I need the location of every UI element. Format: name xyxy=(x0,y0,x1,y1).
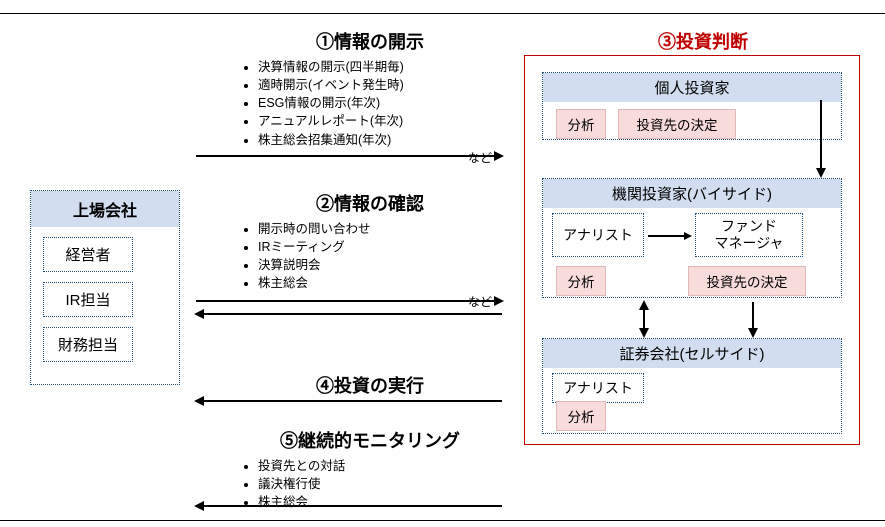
bullet: 株主総会招集通知(年次) xyxy=(258,131,510,149)
section-2: ②情報の確認開示時の問い合わせIRミーティング決算説明会株主総会など xyxy=(230,190,510,310)
right-title-text: 投資判断 xyxy=(676,32,748,52)
bullet: 議決権行使 xyxy=(258,475,510,493)
role-box: ファンド マネージャ xyxy=(695,213,803,257)
company-items: 経営者 IR担当 財務担当 xyxy=(31,227,179,384)
section-title: ①情報の開示 xyxy=(230,28,510,54)
group-title: 個人投資家 xyxy=(543,73,841,102)
bottom-rule xyxy=(0,520,885,521)
right-title-num: ③ xyxy=(658,32,676,52)
bullet: 株主総会 xyxy=(258,493,510,511)
flow-arrow xyxy=(196,505,502,507)
bullet: 決算説明会 xyxy=(258,256,510,274)
action-tag: 分析 xyxy=(556,266,606,296)
action-tag: 投資先の決定 xyxy=(688,266,806,296)
bullet: 開示時の問い合わせ xyxy=(258,220,510,238)
section-1: ①情報の開示決算情報の開示(四半期毎)適時開示(イベント発生時)ESG情報の開示… xyxy=(230,28,510,166)
bullet: 投資先との対話 xyxy=(258,457,510,475)
section-4: ⑤継続的モニタリング投資先との対話議決権行使株主総会 xyxy=(230,427,510,511)
section-bullets: 投資先との対話議決権行使株主総会 xyxy=(230,457,510,511)
bullet: 株主総会 xyxy=(258,274,510,292)
bullet: 決算情報の開示(四半期毎) xyxy=(258,58,510,76)
vertical-arrow xyxy=(752,302,754,336)
action-tag: 分析 xyxy=(556,401,606,431)
flow-arrow xyxy=(196,313,502,315)
section-title: ④投資の実行 xyxy=(230,372,510,398)
inner-arrow xyxy=(648,235,690,237)
section-bullets: 開示時の問い合わせIRミーティング決算説明会株主総会 xyxy=(230,220,510,293)
diagram-canvas: 上場会社 経営者 IR担当 財務担当 ③投資判断 ①情報の開示決算情報の開示(四… xyxy=(0,0,885,527)
section-bullets: 決算情報の開示(四半期毎)適時開示(イベント発生時)ESG情報の開示(年次)アニ… xyxy=(230,58,510,149)
company-title: 上場会社 xyxy=(31,191,179,227)
role-box: アナリスト xyxy=(552,213,644,257)
flow-arrow xyxy=(196,155,502,157)
role-box: アナリスト xyxy=(552,373,644,403)
vertical-arrow xyxy=(820,100,822,176)
etc-label: など xyxy=(230,149,510,166)
bullet: 適時開示(イベント発生時) xyxy=(258,76,510,94)
vertical-arrow xyxy=(643,302,645,336)
action-tag: 分析 xyxy=(556,109,606,139)
bullet: IRミーティング xyxy=(258,238,510,256)
right-title: ③投資判断 xyxy=(658,28,748,54)
group-title: 機関投資家(バイサイド) xyxy=(543,179,841,208)
company-item-finance: 財務担当 xyxy=(43,327,133,362)
section-3: ④投資の実行 xyxy=(230,372,510,398)
company-item-ir: IR担当 xyxy=(43,282,133,317)
bullet: ESG情報の開示(年次) xyxy=(258,94,510,112)
company-box: 上場会社 経営者 IR担当 財務担当 xyxy=(30,190,180,385)
top-rule xyxy=(0,13,885,14)
action-tag: 投資先の決定 xyxy=(618,109,736,139)
section-title: ②情報の確認 xyxy=(230,190,510,216)
bullet: アニュアルレポート(年次) xyxy=(258,112,510,130)
group-title: 証券会社(セルサイド) xyxy=(543,339,841,368)
flow-arrow xyxy=(196,400,502,402)
company-item-manager: 経営者 xyxy=(43,237,133,272)
flow-arrow xyxy=(196,300,502,302)
section-title: ⑤継続的モニタリング xyxy=(230,427,510,453)
